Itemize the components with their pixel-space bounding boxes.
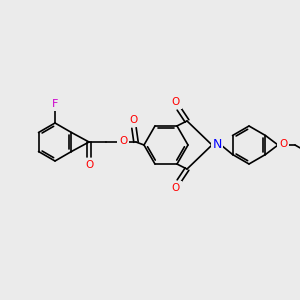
- Text: O: O: [172, 97, 180, 107]
- Text: O: O: [86, 160, 94, 170]
- Text: F: F: [52, 99, 58, 109]
- Text: O: O: [172, 183, 180, 193]
- Text: N: N: [212, 139, 222, 152]
- Text: O: O: [129, 115, 137, 125]
- Text: O: O: [279, 139, 287, 149]
- Text: O: O: [119, 136, 127, 146]
